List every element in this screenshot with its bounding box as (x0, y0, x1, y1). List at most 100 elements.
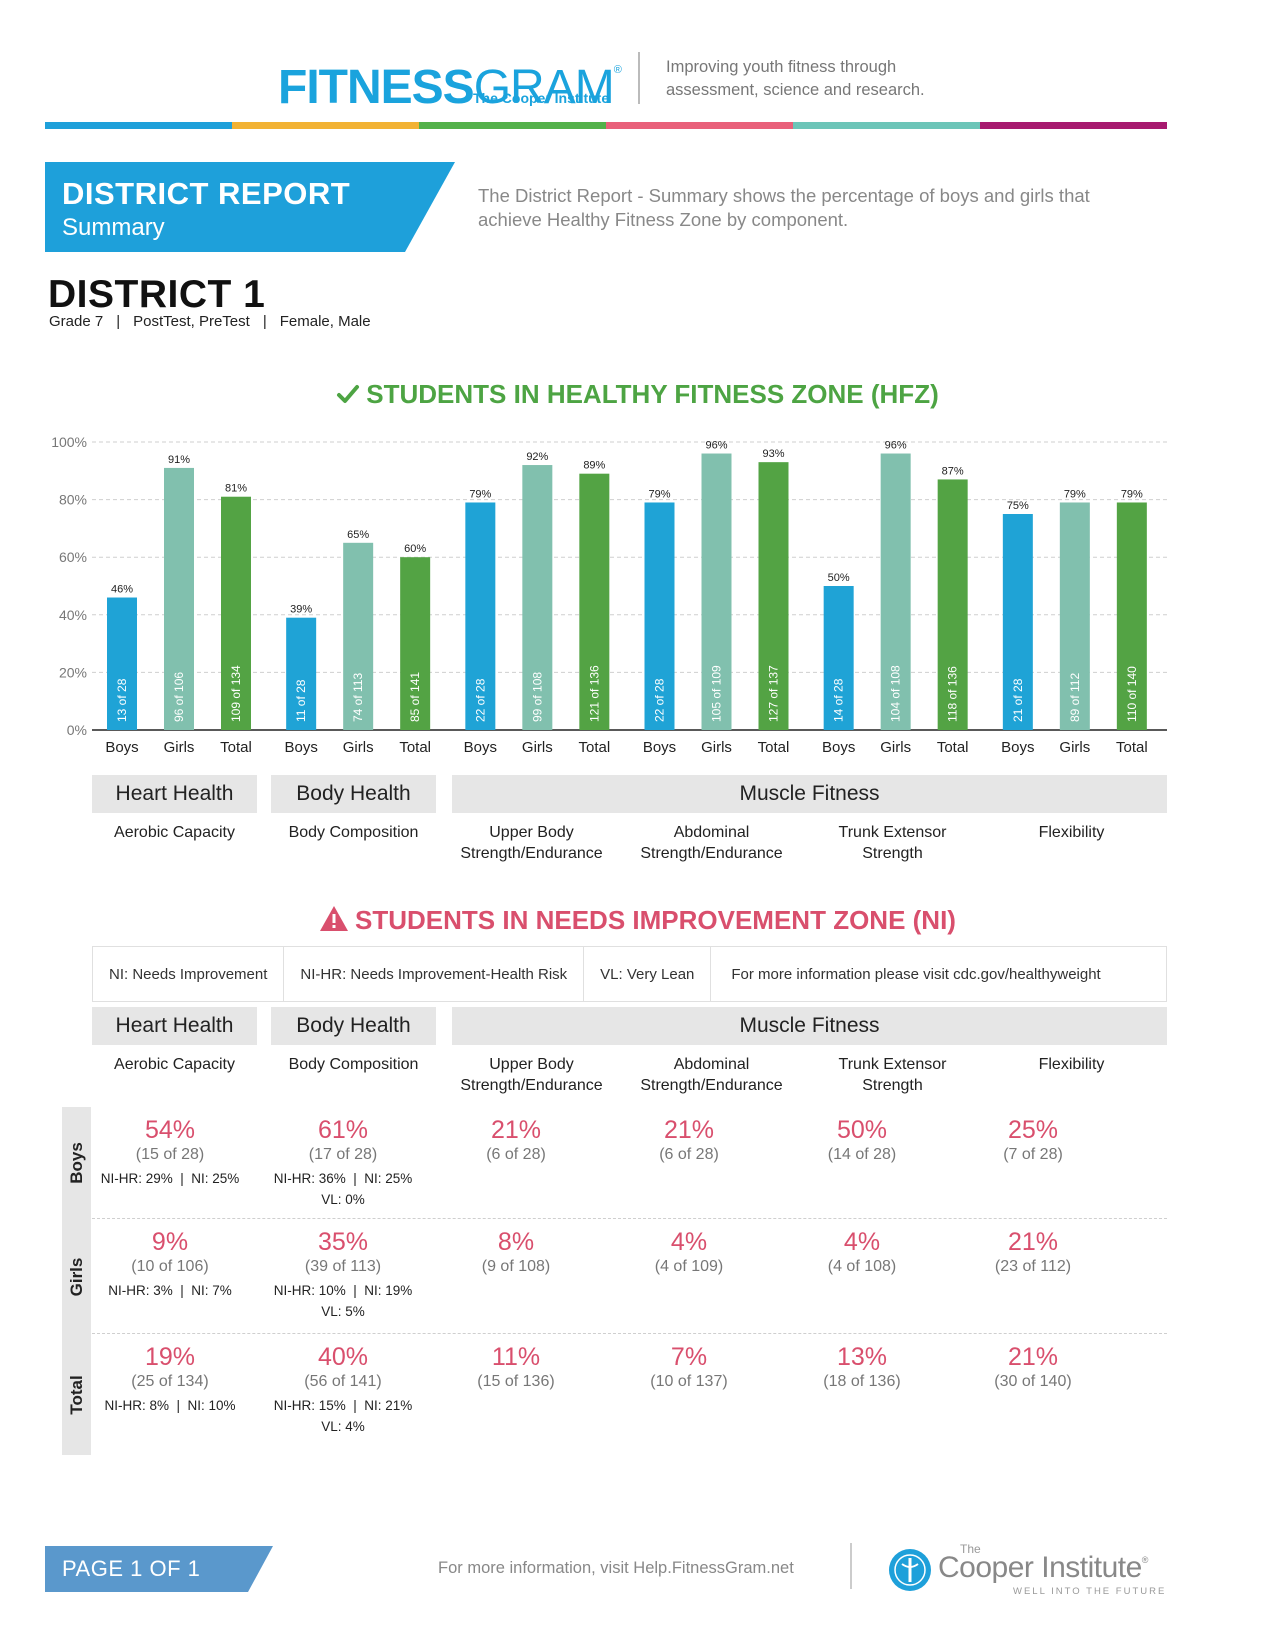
bar-count-label: 127 of 137 (767, 665, 781, 722)
bar-count-label: 22 of 28 (653, 678, 667, 722)
x-tick-label: Girls (522, 739, 553, 756)
ni-detail: NI-HR: 29% | NI: 25% (100, 1171, 240, 1186)
ni-category-bands: Heart Health Body Health Muscle Fitness (92, 1007, 1167, 1045)
bar-value-label: 96% (705, 440, 727, 452)
bar-count-label: 74 of 113 (351, 673, 365, 722)
ni-row: 19% (25 of 134) NI-HR: 8% | NI: 10% 40% (56 … (92, 1334, 1167, 1455)
band-body-health: Body Health (271, 1007, 436, 1045)
check-icon (337, 385, 360, 403)
ni-percent: 50% (836, 1116, 888, 1144)
bar-girls (522, 465, 553, 730)
ni-count: (30 of 140) (994, 1373, 1072, 1390)
tagline-line-2: assessment, science and research. (666, 81, 925, 99)
ni-count: (17 of 28) (308, 1146, 378, 1163)
bar-count-label: 99 of 108 (530, 672, 544, 722)
color-stripe (45, 122, 1167, 129)
y-tick-label: 40% (59, 607, 87, 623)
bar-value-label: 93% (762, 448, 784, 460)
bar-boys (644, 502, 675, 730)
bar-value-label: 60% (404, 543, 426, 555)
bar-boys (286, 617, 317, 730)
ni-count: (15 of 136) (477, 1373, 555, 1390)
ni-count: (4 of 109) (654, 1258, 724, 1275)
bar-count-label: 11 of 28 (294, 679, 308, 722)
component-flex: Flexibility (1038, 1056, 1105, 1073)
ni-count: (15 of 28) (135, 1146, 205, 1163)
color-stripe-segment (232, 122, 419, 129)
band-muscle-fitness: Muscle Fitness (452, 1007, 1167, 1045)
ni-section-title: STUDENTS IN NEEDS IMPROVEMENT ZONE (NI) (0, 905, 1275, 936)
bar-value-label: 91% (168, 454, 190, 466)
ni-cell: 13% (18 of 136) (777, 1342, 947, 1392)
ni-legend: NI: Needs Improvement NI-HR: Needs Impro… (92, 946, 1167, 1002)
warning-icon (320, 906, 349, 931)
ni-detail: NI-HR: 10% | NI: 19% (273, 1283, 413, 1298)
ni-title-text: STUDENTS IN NEEDS IMPROVEMENT ZONE (NI) (355, 905, 956, 935)
ni-cell: 7% (10 of 137) (604, 1342, 774, 1392)
tagline-line-1: Improving youth fitness through (666, 58, 897, 76)
x-tick-label: Total (399, 739, 431, 756)
legend-ni: NI: Needs Improvement (93, 947, 285, 1001)
ni-percent: 8% (497, 1228, 535, 1256)
logo-subtitle: The Cooper Institute (473, 90, 610, 106)
ni-table: Boys 54% (15 of 28) NI-HR: 29% | NI: 25% 61%… (62, 1107, 1167, 1455)
ni-component-labels: Aerobic Capacity Body Composition Upper … (92, 1054, 1167, 1102)
ni-cell: 4% (4 of 109) (604, 1227, 774, 1277)
bar-count-label: 21 of 28 (1011, 678, 1025, 722)
bar-boys (107, 597, 137, 730)
ni-cell: 11% (15 of 136) (431, 1342, 601, 1392)
ni-row-label-text: Girls (66, 1257, 86, 1296)
ni-percent: 4% (670, 1228, 708, 1256)
bar-value-label: 65% (347, 529, 369, 541)
ni-percent: 21% (1007, 1343, 1059, 1371)
bar-count-label: 109 of 134 (229, 665, 243, 722)
filter-genders: Female, Male (279, 313, 371, 330)
ni-row: 9% (10 of 106) NI-HR: 3% | NI: 7% 35% (39 of… (92, 1219, 1167, 1334)
bar-count-label: 85 of 141 (408, 672, 422, 722)
x-tick-label: Girls (164, 739, 195, 756)
bar-value-label: 96% (885, 440, 907, 452)
report-banner: DISTRICT REPORT Summary (45, 162, 455, 252)
district-name: DISTRICT 1 (48, 273, 266, 316)
bar-value-label: 75% (1007, 500, 1029, 512)
ni-percent: 9% (151, 1228, 189, 1256)
ni-cell: 4% (4 of 108) (777, 1227, 947, 1277)
ni-cell: 21% (6 of 28) (604, 1115, 774, 1165)
bar-total (579, 473, 610, 730)
hfz-section-title: STUDENTS IN HEALTHY FITNESS ZONE (HFZ) (0, 379, 1275, 410)
bar-value-label: 46% (111, 584, 133, 596)
ni-cell: 21% (23 of 112) (948, 1227, 1118, 1277)
hfz-bar-chart: 0% 20% 40% 60% 80% 100% 46% 13 of 28 Boys 91% 96 o… (51, 434, 1167, 756)
ni-count: (9 of 108) (481, 1258, 551, 1275)
ni-cell: 8% (9 of 108) (431, 1227, 601, 1277)
hfz-category-bands: Heart Health Body Health Muscle Fitness (92, 775, 1167, 813)
bar-girls (1059, 502, 1090, 730)
legend-info: For more information please visit cdc.go… (731, 965, 1101, 983)
x-tick-label: Total (937, 739, 969, 756)
bar-total (937, 479, 968, 730)
ni-row-label-text: Total (66, 1374, 86, 1415)
ni-row-label: Boys (62, 1107, 91, 1219)
ni-percent: 21% (490, 1116, 542, 1144)
bar-count-label: 104 of 108 (889, 665, 903, 722)
header-divider (638, 52, 640, 104)
component-abdominal: Abdominal Strength/Endurance (640, 1056, 783, 1094)
x-tick-label: Girls (880, 739, 911, 756)
ni-cell: 25% (7 of 28) (948, 1115, 1118, 1165)
ni-count: (10 of 137) (650, 1373, 728, 1390)
hfz-title-text: STUDENTS IN HEALTHY FITNESS ZONE (HFZ) (366, 379, 939, 409)
ni-count: (14 of 28) (827, 1146, 897, 1163)
bar-value-label: 81% (225, 483, 247, 495)
component-flex: Flexibility (1038, 824, 1105, 841)
bar-total (1116, 502, 1147, 730)
bar-boys (465, 502, 496, 730)
cooper-the: The (960, 1542, 981, 1556)
bar-count-label: 13 of 28 (115, 678, 129, 722)
ni-cell: 40% (56 of 141) NI-HR: 15% | NI: 21% VL: 4% (258, 1342, 428, 1437)
ni-cell: 9% (10 of 106) NI-HR: 3% | NI: 7% (85, 1227, 255, 1301)
ni-count: (4 of 108) (827, 1258, 897, 1275)
ni-detail: NI-HR: 3% | NI: 7% (108, 1283, 232, 1298)
component-bodycomp: Body Composition (288, 1056, 419, 1073)
ni-percent: 54% (144, 1116, 196, 1144)
ni-count: (18 of 136) (823, 1373, 901, 1390)
